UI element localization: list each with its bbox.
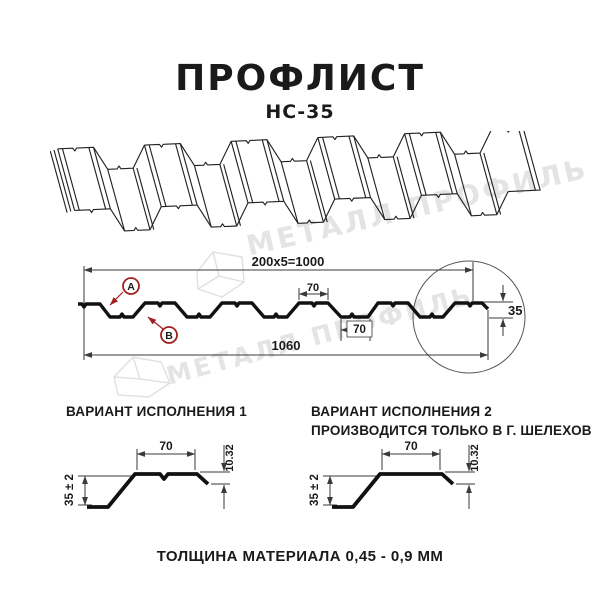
profile-outline [332,472,455,509]
profile-outline [87,472,210,509]
brand-logo-glyph [196,251,245,298]
variant2-detail-drawing: 70 35 ± 2 10.32 [309,439,481,509]
dim-lap: 10.32 [469,444,481,472]
label-a-circle [122,277,140,295]
dim-rib: 70 [404,439,418,453]
material-thickness-note: ТОЛЩИНА МАТЕРИАЛА 0,45 - 0,9 ММ [156,548,444,565]
label-b-circle [160,326,178,344]
dim-height: 35 [508,303,522,318]
dim-rib: 70 [159,439,173,453]
variant2-note: ПРОИЗВОДИТСЯ ТОЛЬКО В Г. ШЕЛЕХОВ [311,423,592,438]
variant1-detail-drawing: 70 35 ± 2 10.32 [64,439,236,509]
label-a: A [127,281,135,293]
dim-rib-top: 70 [307,282,319,294]
page-title: ПРОФЛИСТ [175,58,425,99]
sheet-3d-illustration [50,131,541,235]
cross-section-drawing: 200x5=1000 1060 35 70 70 A B [78,254,526,374]
dim-overall-width: 1060 [272,338,301,353]
variant2-title: ВАРИАНТ ИСПОЛНЕНИЯ 2 [311,404,492,419]
dim-height: 35 ± 2 [309,474,321,506]
label-b: B [165,330,173,342]
dim-lap: 10.32 [224,444,236,472]
variant2-heading: ВАРИАНТ ИСПОЛНЕНИЯ 2 ПРОИЗВОДИТСЯ ТОЛЬКО… [311,402,592,440]
dimension-lines [323,445,475,509]
dim-rib-bottom: 70 [353,324,366,336]
variant1-heading: ВАРИАНТ ИСПОЛНЕНИЯ 1 [66,402,247,421]
dimension-lines [83,262,513,360]
detail-circle [412,260,526,374]
sheet-3d-ribs [50,131,541,235]
dim-top-width: 200x5=1000 [252,254,325,269]
seam-side-labels [109,277,178,344]
profile-model-subtitle: НС-35 [265,101,335,123]
dim-height: 35 ± 2 [64,474,76,506]
dimension-lines [78,445,230,509]
profile-outline [78,301,490,319]
variant1-title: ВАРИАНТ ИСПОЛНЕНИЯ 1 [66,404,247,419]
